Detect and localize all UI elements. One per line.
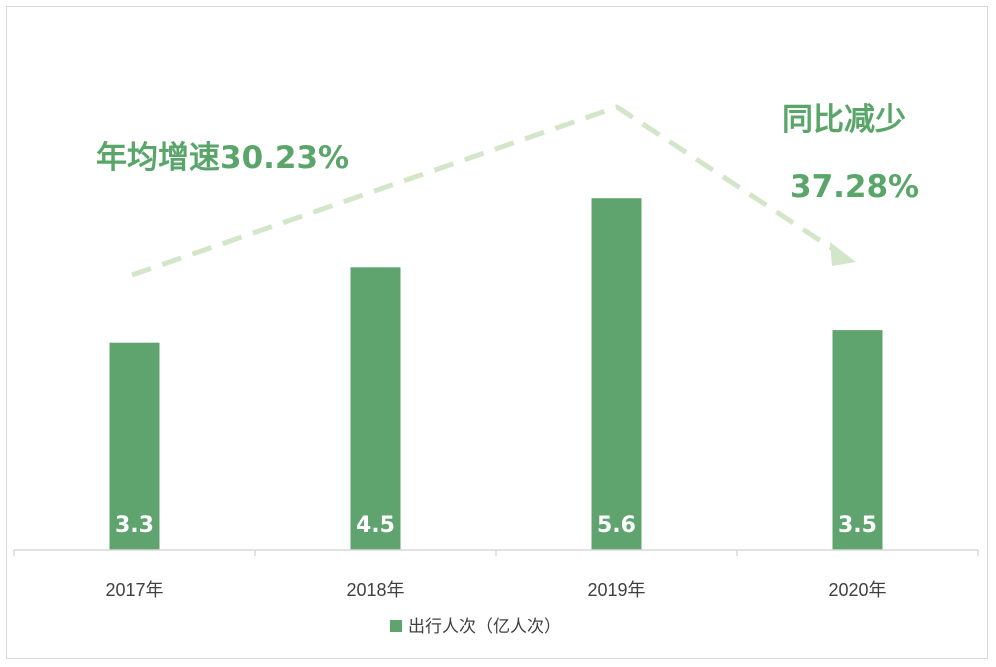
- bar-value-label: 3.3: [115, 513, 154, 538]
- bar-2018年: [350, 267, 401, 550]
- trend-arrow-head: [830, 242, 856, 266]
- decline-annotation-line2: 37.28%: [790, 169, 919, 205]
- bar-value-label: 3.5: [838, 513, 877, 538]
- legend-label: 出行人次（亿人次）: [408, 617, 561, 636]
- decline-annotation-line1: 同比减少: [782, 102, 906, 138]
- legend-swatch: [390, 620, 402, 632]
- bar-value-label: 4.5: [356, 513, 395, 538]
- bar-2017年: [109, 342, 160, 550]
- x-tick-label: 2019年: [587, 580, 645, 600]
- growth-annotation: 年均增速30.23%: [96, 140, 349, 176]
- x-tick-label: 2018年: [346, 580, 404, 600]
- x-tick-label: 2017年: [105, 580, 163, 600]
- trend-arrow-line: [131, 104, 844, 278]
- x-tick-label: 2020年: [828, 580, 886, 600]
- bar-value-label: 5.6: [597, 513, 636, 538]
- bar-2019年: [591, 198, 642, 550]
- bar-2020年: [832, 330, 883, 550]
